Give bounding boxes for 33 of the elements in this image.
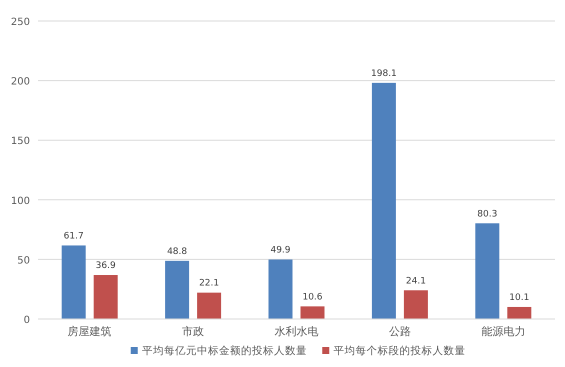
data-label: 10.1 [509,292,530,303]
bar [404,290,428,319]
bar [475,223,500,319]
bar [372,82,396,319]
legend-label: 平均每个标段的投标人数量 [333,345,466,357]
bar [197,292,222,319]
y-tick-label: 100 [10,196,30,207]
data-label: 198.1 [371,68,397,79]
bar [507,306,532,319]
x-tick-label: 能源电力 [481,325,526,338]
bar [268,260,292,319]
legend-label: 平均每亿元中标金额的投标人数量 [142,344,307,357]
data-label: 22.1 [199,278,220,289]
data-label: 80.3 [477,209,498,220]
x-tick-label: 公路 [388,325,411,338]
x-tick-label: 房屋建筑 [68,325,112,338]
bar [62,245,86,319]
bar [94,275,118,319]
bar [300,306,324,319]
data-label: 24.1 [406,276,426,286]
y-tick-label: 0 [24,315,30,326]
x-tick-label: 水利水电 [274,325,318,338]
y-tick-label: 200 [10,76,30,88]
bar [165,260,190,319]
y-tick-label: 50 [17,255,30,266]
x-tick-label: 市政 [182,325,204,338]
data-label: 61.7 [64,231,84,242]
data-label: 10.6 [302,292,323,302]
data-label: 36.9 [96,261,116,272]
y-tick-label: 250 [10,17,30,28]
data-label: 48.8 [167,246,188,257]
y-tick-label: 150 [10,136,30,148]
data-label: 49.9 [270,246,291,256]
